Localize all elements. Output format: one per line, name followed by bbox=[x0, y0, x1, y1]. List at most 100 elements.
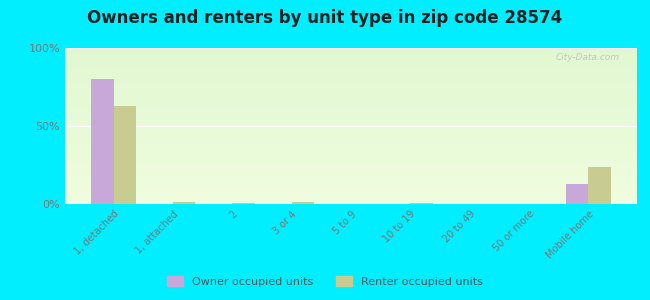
Bar bbox=[65, 142, 637, 143]
Bar bbox=[65, 157, 637, 158]
Bar bbox=[65, 62, 637, 63]
Bar bbox=[65, 88, 637, 89]
Bar bbox=[65, 84, 637, 85]
Bar bbox=[65, 52, 637, 53]
Bar bbox=[65, 110, 637, 111]
Bar bbox=[65, 191, 637, 192]
Bar bbox=[65, 93, 637, 94]
Bar bbox=[65, 130, 637, 131]
Bar bbox=[65, 118, 637, 119]
Bar bbox=[292, 202, 314, 204]
Bar bbox=[65, 148, 637, 149]
Bar bbox=[65, 67, 637, 68]
Bar bbox=[65, 184, 637, 185]
Bar bbox=[65, 99, 637, 100]
Bar bbox=[65, 169, 637, 170]
Bar bbox=[65, 100, 637, 101]
Bar bbox=[65, 139, 637, 140]
Bar bbox=[65, 85, 637, 86]
Bar bbox=[65, 74, 637, 75]
Bar bbox=[65, 196, 637, 197]
Bar bbox=[65, 121, 637, 122]
Bar bbox=[65, 147, 637, 148]
Bar bbox=[65, 201, 637, 202]
Bar bbox=[232, 203, 255, 204]
Bar bbox=[65, 168, 637, 169]
Bar bbox=[65, 124, 637, 125]
Bar bbox=[65, 60, 637, 61]
Bar bbox=[65, 190, 637, 191]
Bar bbox=[65, 114, 637, 115]
Bar bbox=[65, 173, 637, 174]
Bar bbox=[65, 162, 637, 163]
Bar bbox=[65, 76, 637, 77]
Bar bbox=[65, 95, 637, 96]
Text: City-Data.com: City-Data.com bbox=[556, 53, 620, 62]
Bar bbox=[65, 129, 637, 130]
Bar bbox=[65, 90, 637, 91]
Legend: Owner occupied units, Renter occupied units: Owner occupied units, Renter occupied un… bbox=[162, 272, 488, 291]
Bar bbox=[65, 91, 637, 92]
Bar bbox=[65, 145, 637, 146]
Bar bbox=[65, 103, 637, 104]
Bar bbox=[65, 198, 637, 199]
Bar bbox=[65, 171, 637, 172]
Bar bbox=[65, 180, 637, 181]
Bar bbox=[65, 178, 637, 179]
Bar bbox=[173, 202, 196, 204]
Bar bbox=[65, 153, 637, 154]
Bar bbox=[65, 122, 637, 123]
Bar bbox=[65, 159, 637, 160]
Bar bbox=[65, 126, 637, 127]
Bar bbox=[65, 202, 637, 203]
Bar bbox=[65, 197, 637, 198]
Bar bbox=[65, 151, 637, 152]
Bar bbox=[65, 92, 637, 93]
Bar bbox=[65, 123, 637, 124]
Bar bbox=[65, 119, 637, 120]
Bar bbox=[65, 106, 637, 107]
Bar bbox=[65, 172, 637, 173]
Bar bbox=[65, 137, 637, 138]
Bar bbox=[65, 54, 637, 55]
Bar bbox=[65, 134, 637, 135]
Bar bbox=[65, 181, 637, 182]
Bar bbox=[65, 71, 637, 72]
Bar bbox=[65, 70, 637, 71]
Bar bbox=[65, 179, 637, 180]
Bar bbox=[65, 146, 637, 147]
Bar bbox=[65, 186, 637, 187]
Bar bbox=[65, 116, 637, 117]
Bar bbox=[65, 66, 637, 67]
Bar bbox=[65, 97, 637, 98]
Bar bbox=[65, 49, 637, 50]
Bar bbox=[65, 111, 637, 112]
Bar bbox=[65, 57, 637, 58]
Bar bbox=[65, 102, 637, 103]
Bar bbox=[566, 184, 588, 204]
Bar bbox=[65, 98, 637, 99]
Bar bbox=[65, 160, 637, 161]
Bar bbox=[65, 80, 637, 81]
Bar bbox=[65, 135, 637, 136]
Bar bbox=[65, 150, 637, 151]
Bar bbox=[65, 174, 637, 175]
Bar bbox=[65, 75, 637, 76]
Bar bbox=[65, 128, 637, 129]
Text: Owners and renters by unit type in zip code 28574: Owners and renters by unit type in zip c… bbox=[87, 9, 563, 27]
Bar bbox=[65, 94, 637, 95]
Bar bbox=[65, 156, 637, 157]
Bar bbox=[65, 53, 637, 54]
Bar bbox=[65, 183, 637, 184]
Bar bbox=[65, 138, 637, 139]
Bar bbox=[65, 85, 637, 86]
Bar bbox=[65, 187, 637, 188]
Bar bbox=[65, 199, 637, 200]
Bar bbox=[65, 105, 637, 106]
Bar bbox=[65, 89, 637, 90]
Bar bbox=[65, 203, 637, 204]
Bar bbox=[65, 170, 637, 171]
Bar bbox=[65, 141, 637, 142]
Bar bbox=[65, 63, 637, 64]
Bar bbox=[65, 163, 637, 164]
